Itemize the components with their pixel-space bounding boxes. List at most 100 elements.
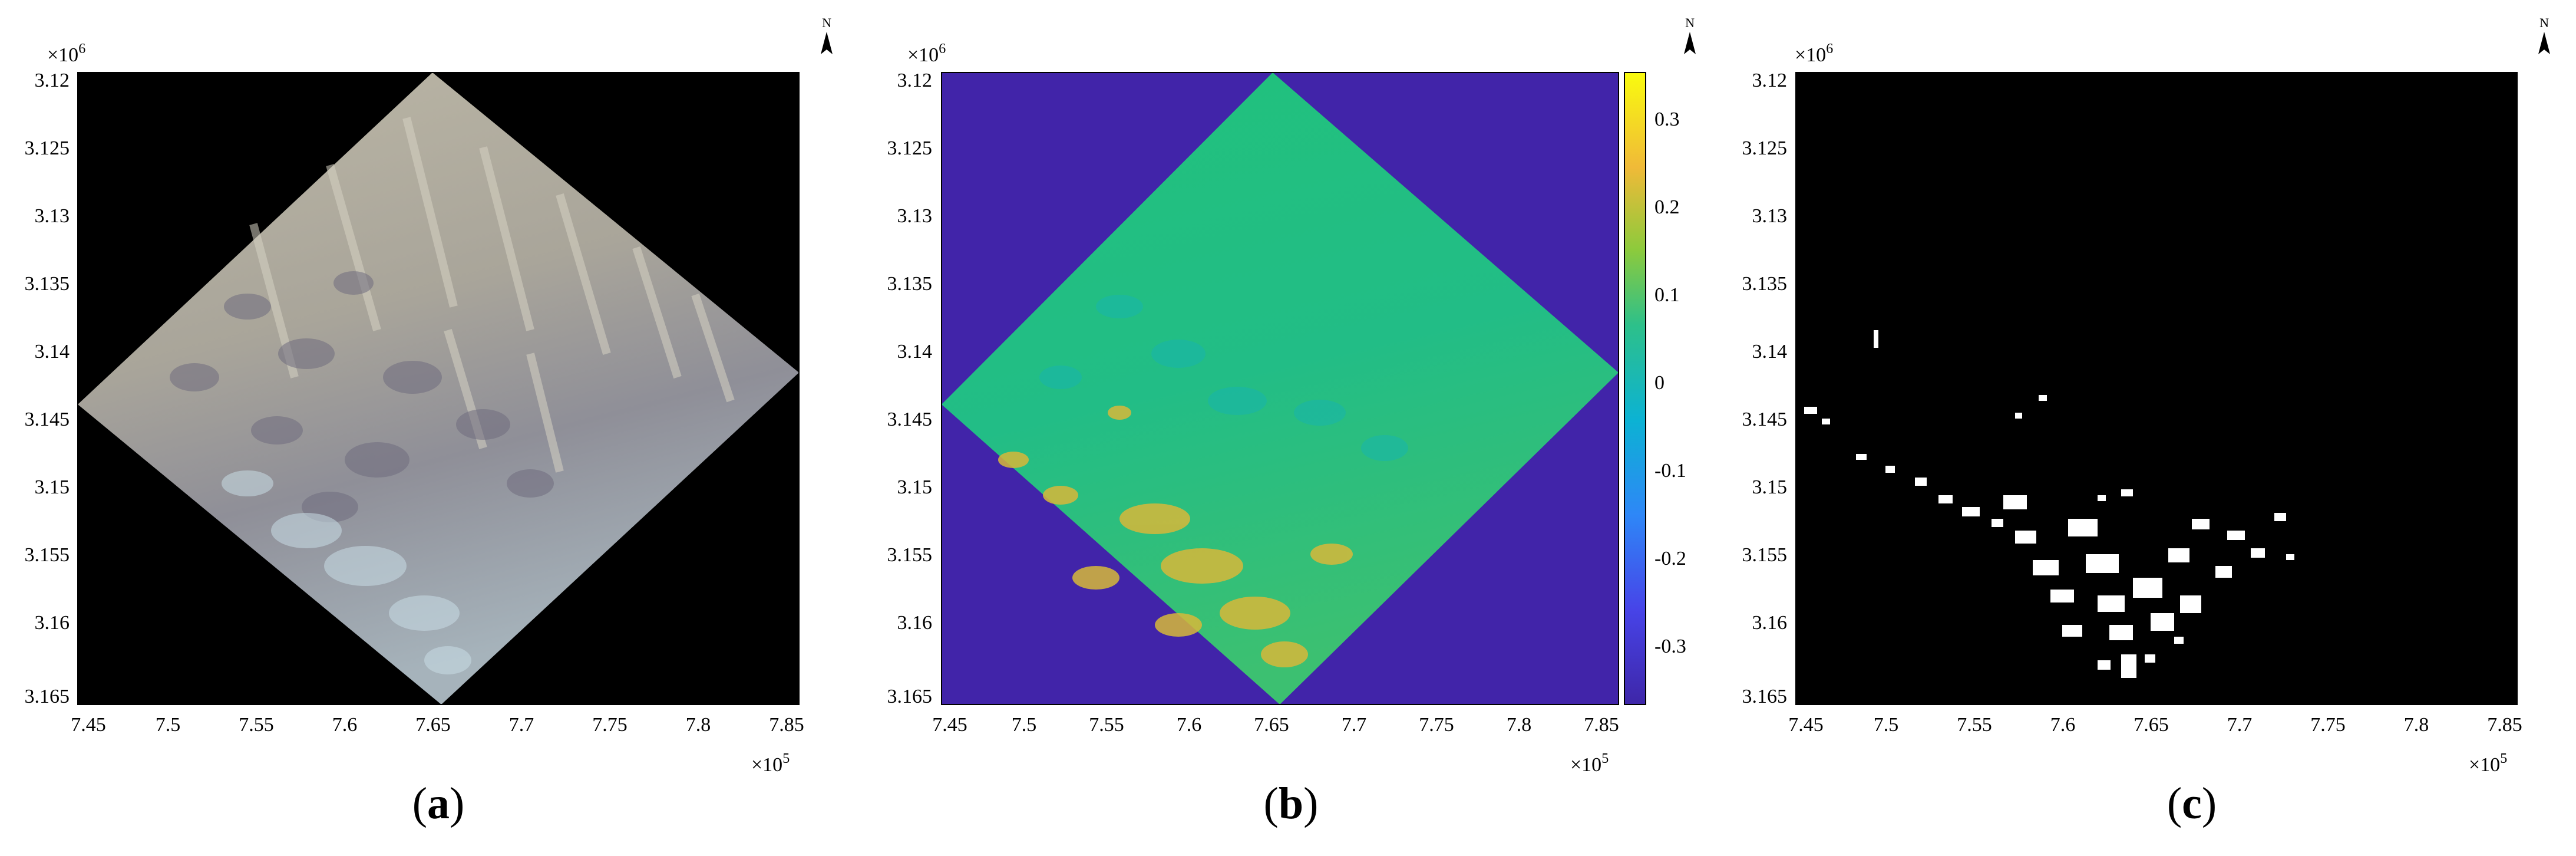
panel-c-x-multiplier: ×105: [2469, 751, 2507, 776]
x-tick: 7.55: [1957, 714, 1992, 736]
y-tick: 3.165: [887, 686, 933, 707]
panel-c-detected-pixels: [1804, 330, 2294, 678]
y-tick: 3.145: [1742, 409, 1788, 430]
x-tick: 7.6: [1177, 714, 1202, 736]
caption-letter: b: [1278, 779, 1304, 828]
panel-c-plot-area: [1796, 73, 2517, 704]
y-tick: 3.14: [1752, 341, 1788, 363]
y-tick: 3.16: [35, 612, 70, 634]
panel-b-cyan-patches: [1039, 295, 1408, 461]
panel-a-caption: (a): [412, 779, 465, 828]
colorbar-tick: 0: [1654, 372, 1665, 394]
y-tick: 3.135: [1742, 273, 1788, 295]
panel-b-caption: (b): [1263, 779, 1319, 828]
x-tick: 7.85: [1584, 714, 1619, 736]
y-tick: 3.145: [25, 409, 70, 430]
x-tick: 7.7: [2227, 714, 2253, 736]
y-tick: 3.15: [1752, 476, 1788, 498]
north-label: N: [1685, 15, 1695, 30]
colorbar-tick: 0.3: [1654, 108, 1680, 130]
colorbar-tick: -0.1: [1654, 460, 1686, 482]
north-arrow-icon: N: [821, 15, 833, 54]
y-tick: 3.12: [1752, 70, 1788, 91]
panel-c-x-ticks: 7.45 7.5 7.55 7.6 7.65 7.7 7.75 7.8 7.85: [1788, 714, 2522, 736]
x-tick: 7.45: [932, 714, 967, 736]
y-tick: 3.14: [35, 341, 70, 363]
x-tick: 7.5: [156, 714, 181, 736]
colorbar-tick: -0.2: [1654, 548, 1686, 569]
y-tick: 3.165: [1742, 686, 1788, 707]
panel-a-x-multiplier: ×105: [751, 751, 790, 776]
x-tick: 7.8: [2404, 714, 2429, 736]
panel-a-x-ticks: 7.45 7.5 7.55 7.6 7.65 7.7 7.75 7.8 7.85: [71, 714, 804, 736]
y-tick: 3.155: [1742, 544, 1788, 566]
colorbar: [1624, 72, 1646, 705]
panel-c-y-multiplier: ×106: [1795, 41, 1833, 66]
y-tick: 3.16: [897, 612, 933, 634]
y-tick: 3.145: [887, 409, 933, 430]
y-tick: 3.14: [897, 341, 933, 363]
y-tick: 3.12: [35, 70, 70, 91]
x-tick: 7.45: [71, 714, 106, 736]
x-tick: 7.65: [1254, 714, 1289, 736]
panel-a-y-multiplier: ×106: [47, 41, 85, 66]
y-tick: 3.135: [25, 273, 70, 295]
caption-letter: c: [2182, 779, 2202, 828]
x-tick: 7.7: [1342, 714, 1367, 736]
y-tick: 3.13: [35, 205, 70, 227]
panel-c-frame: [1795, 72, 2518, 705]
north-arrow-icon: N: [1684, 15, 1696, 54]
colorbar-tick: 0.2: [1654, 196, 1680, 218]
x-tick: 7.7: [509, 714, 534, 736]
x-tick: 7.5: [1874, 714, 1899, 736]
x-tick: 7.85: [2487, 714, 2522, 736]
panel-b-x-ticks: 7.45 7.5 7.55 7.6 7.65 7.7 7.75 7.8 7.85: [932, 714, 1619, 736]
y-tick: 3.125: [1742, 137, 1788, 159]
y-tick: 3.135: [887, 273, 933, 295]
x-tick: 7.75: [2310, 714, 2346, 736]
y-tick: 3.13: [897, 205, 933, 227]
x-tick: 7.6: [332, 714, 358, 736]
y-tick: 3.15: [897, 476, 933, 498]
panel-b-high-values: [998, 406, 1353, 667]
x-tick: 7.65: [415, 714, 451, 736]
x-tick: 7.55: [1089, 714, 1124, 736]
north-arrow-icon: N: [2538, 15, 2550, 54]
north-label: N: [2539, 15, 2549, 30]
colorbar-ticks: 0.3 0.2 0.1 0 -0.1 -0.2 -0.3: [1654, 108, 1686, 657]
panel-c-caption: (c): [2167, 779, 2217, 828]
y-tick: 3.15: [35, 476, 70, 498]
panel-b: 0.3 0.2 0.1 0 -0.1 -0.2 -0.3 3.12 3.125 …: [887, 15, 1696, 776]
panel-a-frame: [77, 72, 800, 705]
y-tick: 3.155: [25, 544, 70, 566]
y-tick: 3.155: [887, 544, 933, 566]
panel-a-bright-patches: [222, 470, 471, 674]
x-tick: 7.75: [1419, 714, 1454, 736]
panel-c: 3.12 3.125 3.13 3.135 3.14 3.145 3.15 3.…: [1742, 15, 2550, 776]
x-tick: 7.55: [239, 714, 274, 736]
x-tick: 7.85: [769, 714, 804, 736]
x-tick: 7.8: [686, 714, 711, 736]
panel-b-y-ticks: 3.12 3.125 3.13 3.135 3.14 3.145 3.15 3.…: [887, 70, 933, 707]
x-tick: 7.75: [592, 714, 628, 736]
panel-a-y-ticks: 3.12 3.125 3.13 3.135 3.14 3.145 3.15 3.…: [25, 70, 70, 707]
panel-b-x-multiplier: ×105: [1570, 751, 1609, 776]
panel-b-frame: [941, 72, 1619, 705]
y-tick: 3.13: [1752, 205, 1788, 227]
panel-a-scene: [78, 73, 799, 704]
panel-a-dark-patches: [170, 271, 554, 522]
panel-c-y-ticks: 3.12 3.125 3.13 3.135 3.14 3.145 3.15 3.…: [1742, 70, 1788, 707]
panel-a: 3.12 3.125 3.13 3.135 3.14 3.145 3.15 3.…: [25, 15, 833, 776]
y-tick: 3.125: [887, 137, 933, 159]
y-tick: 3.16: [1752, 612, 1788, 634]
panel-b-y-multiplier: ×106: [907, 41, 946, 66]
panel-b-scene: [942, 73, 1619, 704]
x-tick: 7.45: [1788, 714, 1824, 736]
x-tick: 7.5: [1012, 714, 1037, 736]
colorbar-tick: -0.3: [1654, 636, 1686, 657]
y-tick: 3.165: [25, 686, 70, 707]
x-tick: 7.8: [1507, 714, 1532, 736]
x-tick: 7.65: [2134, 714, 2169, 736]
panel-a-dune-ridges: [249, 117, 735, 473]
